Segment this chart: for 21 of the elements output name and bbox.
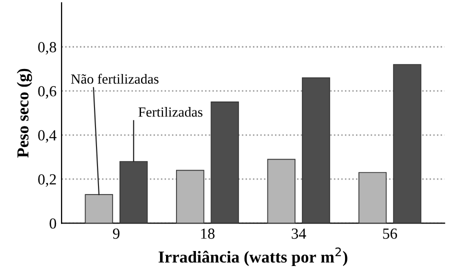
y-tick-label: 0,6	[38, 86, 56, 99]
x-tick-label: 56	[383, 228, 398, 239]
bar	[358, 172, 387, 224]
x-tick-label: 34	[292, 228, 306, 239]
y-axis-title: Peso seco (g)	[16, 68, 32, 158]
bar	[120, 161, 148, 224]
y-tick-label: 0,2	[38, 174, 56, 187]
bar	[302, 77, 330, 224]
y-tick-label: 0,8	[38, 42, 56, 55]
bar	[393, 64, 422, 224]
y-tick-label: 0	[50, 218, 56, 229]
text: Não fertilizadas	[71, 74, 158, 84]
x-tick-label: 18	[201, 228, 215, 239]
x-tick-label: 9	[112, 228, 120, 239]
x-axis-title: Irradiância (watts por m$^{2}$)	[158, 247, 348, 266]
y-tick-label: 0,4	[38, 130, 56, 143]
bar	[84, 194, 114, 224]
bar	[210, 102, 239, 224]
bar	[267, 158, 296, 224]
bar	[176, 170, 204, 224]
series-label: Fertilizadas	[138, 107, 202, 117]
